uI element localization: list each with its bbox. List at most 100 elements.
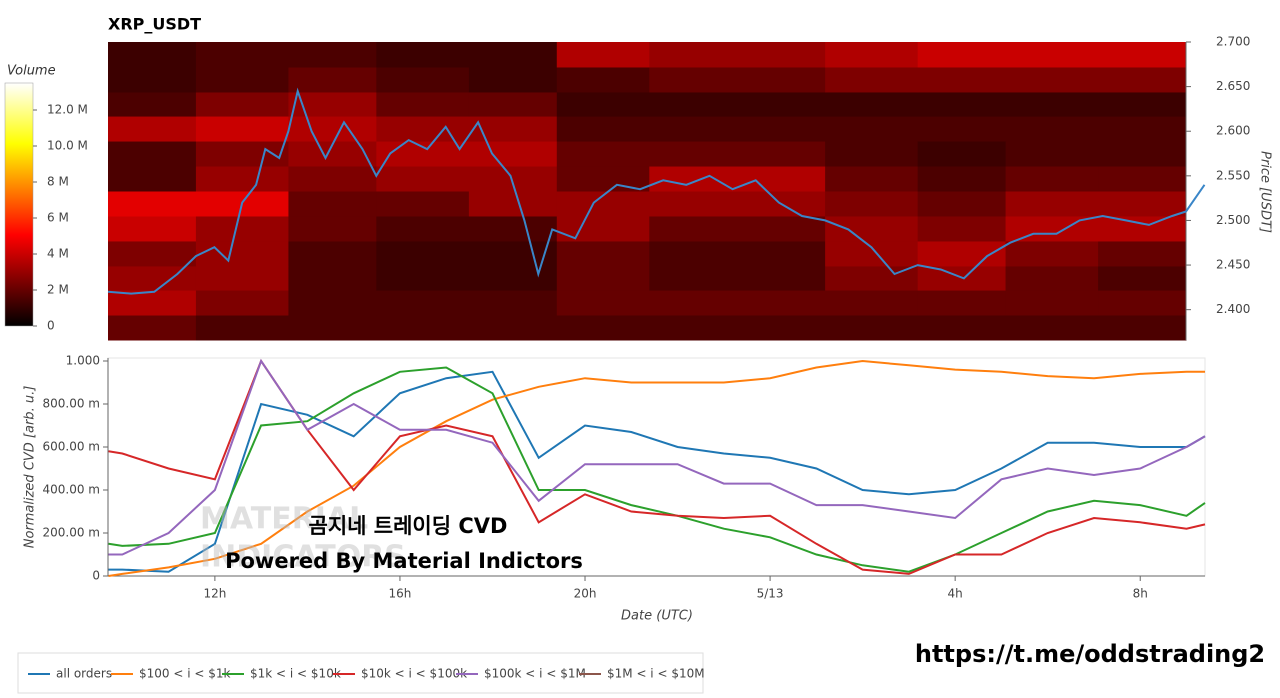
heatmap-cell <box>468 66 558 93</box>
heatmap-cell <box>108 215 197 242</box>
heatmap-cell <box>288 215 377 242</box>
heatmap-cell <box>195 290 289 316</box>
heatmap-cell <box>195 166 289 192</box>
legend-label[interactable]: $10k < i < $100k <box>361 667 467 681</box>
watermark: MATERIAL <box>200 502 368 537</box>
heatmap-cell <box>556 66 650 93</box>
heatmap-cell <box>195 265 289 291</box>
heatmap-cell <box>737 42 826 68</box>
heatmap-cell <box>195 315 289 341</box>
legend-label[interactable]: all orders <box>56 667 112 681</box>
heatmap-cell <box>1098 91 1187 117</box>
heatmap-cell <box>1005 315 1099 341</box>
heatmap-cell <box>376 265 470 291</box>
heatmap-cell <box>825 141 919 167</box>
heatmap-cell <box>649 91 738 117</box>
heatmap-cell <box>1098 215 1187 242</box>
heatmap-cell <box>195 240 289 267</box>
heatmap-cell <box>1098 265 1187 291</box>
heatmap-cell <box>1005 166 1099 192</box>
heatmap-cell <box>1098 42 1187 68</box>
heatmap-cell <box>468 116 558 142</box>
heatmap-cell <box>917 215 1007 242</box>
heatmap-cell <box>825 240 919 267</box>
heatmap-cell <box>288 66 377 93</box>
heatmap-cell <box>376 66 470 93</box>
colorbar-title: Volume <box>7 64 56 79</box>
x-tick-label: 8h <box>1133 587 1148 601</box>
colorbar-tick-label: 2 M <box>47 283 69 297</box>
heatmap-cell <box>195 215 289 242</box>
heatmap-cell <box>825 42 919 68</box>
heatmap-cell <box>1098 141 1187 167</box>
heatmap-cell <box>108 191 197 217</box>
heatmap-cell <box>108 141 197 167</box>
heatmap-cell <box>737 166 826 192</box>
heatmap-cell <box>556 290 650 316</box>
legend-label[interactable]: $1k < i < $10k <box>250 667 341 681</box>
heatmap-cell <box>288 191 377 217</box>
heatmap-cell <box>376 290 470 316</box>
heatmap-cell <box>468 42 558 68</box>
heatmap-cell <box>917 66 1007 93</box>
heatmap-cell <box>556 240 650 267</box>
link-annotation: https://t.me/oddstrading2 <box>915 640 1265 668</box>
heatmap-cell <box>917 141 1007 167</box>
y-tick-label: 2.600 <box>1216 124 1250 138</box>
heatmap-cell <box>1098 66 1187 93</box>
colorbar-tick-label: 10.0 M <box>47 139 88 153</box>
cvd-line <box>108 359 1205 577</box>
heatmap-cell <box>468 315 558 341</box>
heatmap-cell <box>649 315 738 341</box>
legend-label[interactable]: $100k < i < $1M <box>484 667 586 681</box>
heatmap-cell <box>1005 66 1099 93</box>
heatmap-cell <box>1005 141 1099 167</box>
heatmap-cell <box>556 42 650 68</box>
heatmap-cell <box>917 116 1007 142</box>
heatmap-cell <box>376 42 470 68</box>
x-axis-label: Date (UTC) <box>621 609 693 624</box>
x-tick-label: 5/13 <box>757 587 784 601</box>
heatmap-cell <box>556 141 650 167</box>
legend-label[interactable]: $100 < i < $1k <box>139 667 231 681</box>
y-tick-label: 0 <box>92 569 100 583</box>
y-tick-label: 1.000 <box>66 354 100 368</box>
x-tick-label: 16h <box>389 587 412 601</box>
heatmap-cell <box>649 191 738 217</box>
price-line <box>107 87 1206 295</box>
heatmap-cell <box>376 141 470 167</box>
heatmap-cell <box>825 116 919 142</box>
x-tick-label: 12h <box>203 587 226 601</box>
heatmap-cell <box>1098 240 1187 267</box>
x-tick-label: 20h <box>574 587 597 601</box>
heatmap-cell <box>1005 116 1099 142</box>
heatmap-cell <box>288 290 377 316</box>
heatmap-cell <box>825 91 919 117</box>
heatmap-cell <box>376 240 470 267</box>
heatmap-cell <box>288 240 377 267</box>
heatmap-cell <box>825 191 919 217</box>
heatmap-cell <box>556 315 650 341</box>
credit-annotation: Powered By Material Indictors <box>225 549 583 573</box>
watermark: INDICATORS <box>200 540 406 575</box>
heatmap-cell <box>649 66 738 93</box>
heatmap-cell <box>108 315 197 341</box>
heatmap-cell <box>917 315 1007 341</box>
legend-label[interactable]: $1M < i < $10M <box>607 667 705 681</box>
heatmap-cell <box>288 315 377 341</box>
heatmap-cell <box>649 290 738 316</box>
heatmap-cell <box>288 42 377 68</box>
caption-annotation: 곰지네 트레이딩 CVD <box>309 514 508 538</box>
heatmap-cell <box>917 166 1007 192</box>
heatmap-cell <box>1098 166 1187 192</box>
heatmap-cell <box>556 215 650 242</box>
heatmap-cell <box>556 91 650 117</box>
heatmap-cell <box>1005 191 1099 217</box>
y-tick-label: 2.400 <box>1216 302 1250 316</box>
heatmap-cell <box>825 315 919 341</box>
heatmap-cell <box>917 290 1007 316</box>
heatmap-cell <box>288 166 377 192</box>
heatmap-cell <box>376 191 470 217</box>
heatmap-cell <box>649 166 738 192</box>
heatmap-cell <box>376 166 470 192</box>
